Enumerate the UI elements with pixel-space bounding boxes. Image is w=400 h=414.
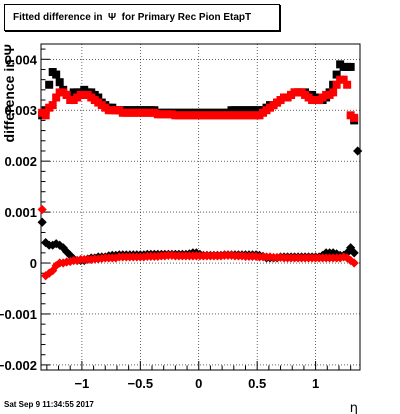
- y-tick-label: 0.001: [4, 205, 37, 220]
- chart-title: Fitted difference in Ψ for Primary Rec P…: [4, 4, 280, 31]
- data-point: [346, 243, 356, 253]
- data-point: [353, 146, 363, 156]
- y-tick-label: −0.002: [0, 358, 37, 373]
- series-3: [37, 204, 359, 281]
- data-point: [332, 70, 341, 79]
- data-point: [41, 111, 50, 120]
- y-tick-label: 0.003: [4, 103, 37, 118]
- data-point: [62, 247, 72, 257]
- x-tick-label: −1: [74, 376, 89, 391]
- data-point: [343, 80, 352, 89]
- y-tick-label: 0: [30, 256, 37, 271]
- data-point: [342, 248, 352, 258]
- x-tick-label: 1: [312, 376, 319, 391]
- data-point: [41, 238, 51, 248]
- data-point: [349, 258, 359, 268]
- x-axis-label: η: [350, 401, 358, 414]
- data-point: [349, 248, 359, 258]
- data-point: [52, 70, 61, 79]
- y-axis-label: difference in Ψ: [1, 44, 17, 142]
- axis-ticks: −1 −0.5 0 0.5 1 −0.002 −0.001 0 0.001 0.002 0.003 0…: [0, 48, 352, 391]
- data-point: [37, 217, 47, 227]
- data-point: [48, 101, 57, 110]
- x-tick-label: 0: [195, 376, 202, 391]
- data-point: [52, 93, 61, 102]
- y-tick-label: −0.001: [0, 307, 37, 322]
- data-point: [37, 204, 47, 215]
- data-points: [37, 60, 363, 281]
- x-tick-label: −0.5: [127, 376, 153, 391]
- timestamp: Sat Sep 9 11:34:55 2017: [4, 400, 94, 409]
- data-point: [55, 78, 64, 87]
- data-point: [339, 75, 348, 84]
- data-point: [329, 88, 338, 97]
- data-point: [45, 80, 54, 89]
- data-point: [346, 62, 355, 71]
- data-point: [62, 90, 71, 99]
- series-1: [38, 75, 359, 122]
- data-point: [350, 113, 359, 122]
- series-2: [37, 146, 363, 266]
- x-tick-label: 0.5: [248, 376, 266, 391]
- y-tick-label: 0.004: [4, 52, 37, 67]
- y-tick-label: 0.002: [4, 154, 37, 169]
- data-point: [332, 80, 341, 89]
